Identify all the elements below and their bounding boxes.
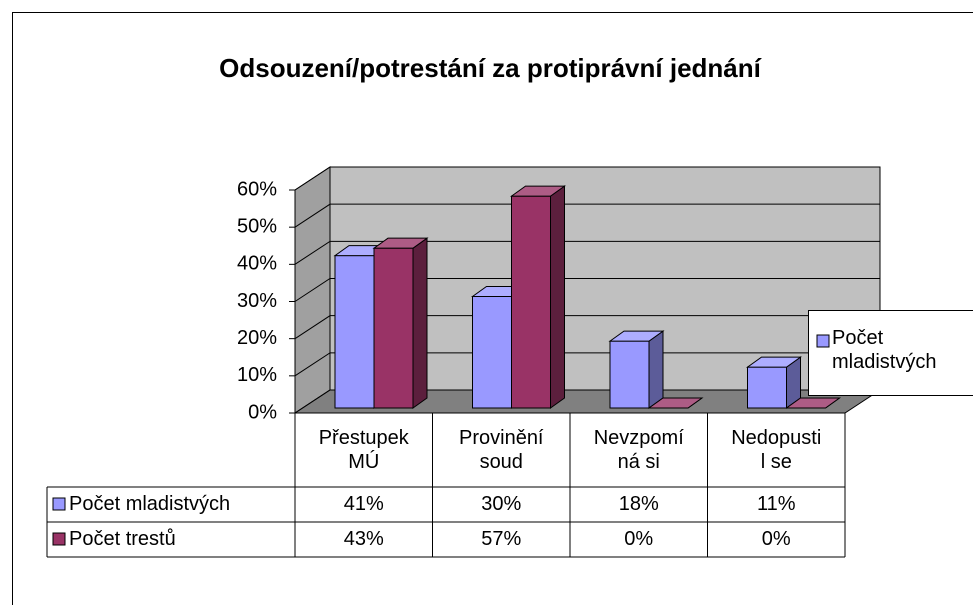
legend-box — [808, 310, 973, 396]
legend-swatch — [52, 497, 66, 511]
bar — [334, 255, 375, 409]
bar-top — [509, 185, 567, 197]
legend-label: Počet trestů — [69, 528, 176, 550]
x-tick-label-box: Nedopustil se — [731, 427, 822, 473]
data-label: 0% — [624, 528, 653, 550]
grid-line — [294, 278, 880, 302]
grid-line — [294, 203, 880, 228]
x-tick-label-box: Přestupek MÚ — [318, 427, 409, 473]
data-label: 57% — [481, 528, 521, 550]
y-tick-label: 60% — [237, 178, 277, 200]
y-tick-label: 30% — [237, 290, 277, 312]
x-tick-label: Provinění soud — [459, 427, 544, 473]
legend-swatch — [52, 532, 66, 546]
data-label: 43% — [344, 528, 384, 550]
data-label: 30% — [481, 493, 521, 515]
bar-top — [647, 397, 704, 409]
x-tick-label: Nevzpomíná si — [593, 427, 684, 473]
grid-line — [294, 240, 880, 265]
bar-side — [412, 237, 428, 409]
y-tick-label: 40% — [237, 253, 277, 275]
bar — [609, 340, 650, 409]
data-label: 0% — [762, 528, 791, 550]
x-tick-label-box: Provinění soud — [459, 427, 544, 473]
chart-title: Odsouzení/potrestání za protiprávní jedn… — [219, 53, 762, 83]
x-tick-label-box: Nevzpomíná si — [593, 427, 684, 473]
legend-label: Počet mladistvých — [832, 327, 937, 373]
bar — [747, 366, 787, 409]
y-tick-label: 20% — [237, 327, 277, 349]
data-label: 18% — [619, 493, 659, 515]
grid-line — [294, 315, 880, 340]
bar-top — [745, 356, 803, 368]
grid-line — [294, 166, 880, 191]
bar-side — [550, 185, 565, 409]
bar-top — [372, 237, 429, 249]
x-tick-label: Přestupek MÚ — [318, 427, 409, 473]
data-label: 41% — [344, 493, 384, 515]
legend-label: Počet mladistvých — [69, 493, 230, 515]
bar — [373, 247, 414, 409]
x-tick-label: Nedopustil se — [731, 427, 822, 473]
data-label: 11% — [757, 493, 796, 515]
grid-line — [294, 389, 880, 414]
bar — [472, 296, 512, 409]
legend-label-box: Počet mladistvých — [832, 327, 937, 373]
legend-swatch — [816, 334, 830, 348]
y-tick-label: 10% — [237, 364, 277, 386]
y-tick-label: 50% — [237, 215, 277, 237]
bar-top — [608, 330, 665, 342]
bar — [511, 195, 551, 409]
y-tick-label: 0% — [248, 401, 277, 423]
bar-top — [784, 397, 842, 409]
bar-side — [648, 330, 664, 409]
grid-line — [294, 352, 880, 377]
